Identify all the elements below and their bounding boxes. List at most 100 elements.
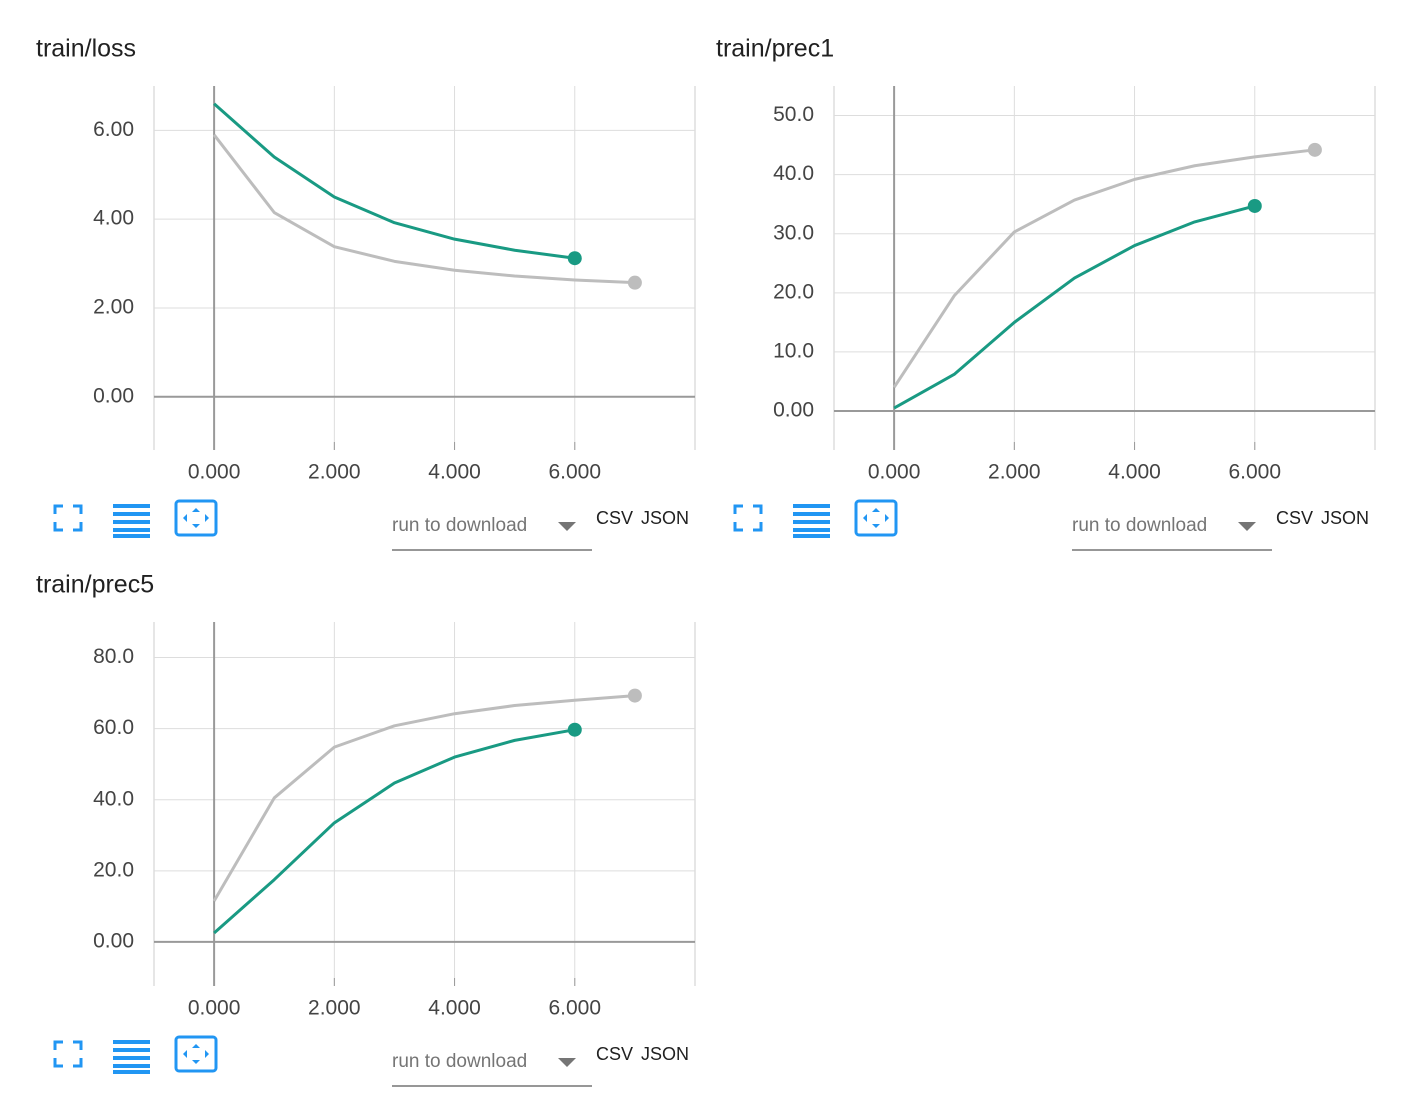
icon-part [73, 522, 83, 532]
series-line [892, 148, 1316, 389]
icon-part [793, 520, 830, 524]
icon-part [73, 1058, 83, 1068]
icon-part [863, 508, 889, 528]
series-line [893, 204, 1256, 410]
y-tick-label: 20.0 [93, 858, 134, 881]
end-point [567, 251, 582, 266]
json-link[interactable]: JSON [1321, 508, 1369, 528]
icon-part [73, 1040, 83, 1050]
end-point [1307, 142, 1322, 157]
icon-part [174, 1035, 218, 1073]
icon-part [183, 1044, 209, 1064]
icon-part [53, 504, 63, 514]
icon-part [854, 499, 898, 537]
y-tick-label: 4.00 [93, 207, 134, 230]
dropdown-arrow [1238, 522, 1256, 531]
icon-part [113, 528, 150, 532]
fullscreen-button[interactable] [733, 504, 763, 532]
y-tick-label: 60.0 [93, 716, 134, 739]
x-tick-label: 6.000 [548, 461, 601, 484]
dropdown-arrow [558, 1058, 576, 1067]
dropdown-placeholder: run to download [1072, 515, 1207, 536]
end-point [567, 722, 582, 737]
icon-part [53, 522, 63, 532]
icon-part [733, 504, 743, 514]
end-point [627, 275, 642, 290]
csv-link[interactable]: CSV [596, 1044, 633, 1064]
icon-part [793, 504, 830, 508]
end-point [627, 688, 642, 703]
log-scale-button[interactable] [113, 504, 150, 538]
y-tick-label: 50.0 [773, 103, 814, 126]
chart-panel: train/loss 0.00 2.00 4.00 6.00 0.000 2.000 4.00… [36, 35, 696, 551]
x-tick-label: 4.000 [1108, 461, 1161, 484]
y-tick-label: 20.0 [773, 280, 814, 303]
json-link[interactable]: JSON [641, 508, 689, 528]
chart-title: train/loss [36, 35, 136, 63]
x-tick-label: 2.000 [308, 461, 361, 484]
y-tick-label: 0.00 [93, 384, 134, 407]
y-tick-label: 0.00 [93, 929, 134, 952]
chart-title: train/prec1 [716, 35, 834, 63]
x-tick-label: 0.000 [188, 461, 241, 484]
y-tick-label: 10.0 [773, 339, 814, 362]
dropdown-placeholder: run to download [392, 1051, 527, 1072]
icon-part [113, 1056, 150, 1060]
run-dropdown[interactable]: run to download [392, 515, 592, 551]
y-tick-label: 40.0 [773, 162, 814, 185]
end-point [1247, 198, 1262, 213]
icon-part [113, 1048, 150, 1052]
y-tick-label: 40.0 [93, 787, 134, 810]
fit-domain-button[interactable] [854, 499, 898, 537]
x-tick-label: 4.000 [428, 997, 481, 1020]
x-tick-label: 6.000 [1228, 461, 1281, 484]
x-tick-label: 2.000 [988, 461, 1041, 484]
x-tick-label: 2.000 [308, 997, 361, 1020]
series-line [213, 102, 575, 260]
y-tick-label: 80.0 [93, 645, 134, 668]
x-tick-label: 0.000 [868, 461, 921, 484]
run-dropdown[interactable]: run to download [392, 1051, 592, 1087]
icon-part [113, 1064, 150, 1068]
icon-part [113, 534, 150, 538]
icon-part [174, 499, 218, 537]
icon-part [113, 504, 150, 508]
y-tick-label: 2.00 [93, 295, 134, 318]
fit-domain-button[interactable] [174, 1035, 218, 1073]
icon-part [113, 520, 150, 524]
icon-part [53, 1040, 63, 1050]
fullscreen-button[interactable] [53, 504, 83, 532]
chart-panel: train/prec1 0.00 10.0 20.0 30.0 40.0 50.0 0.000… [716, 35, 1376, 551]
y-tick-label: 30.0 [773, 221, 814, 244]
csv-link[interactable]: CSV [596, 508, 633, 528]
series-line [213, 728, 576, 935]
log-scale-button[interactable] [113, 1040, 150, 1074]
x-tick-label: 4.000 [428, 461, 481, 484]
icon-part [753, 504, 763, 514]
fullscreen-button[interactable] [53, 1040, 83, 1068]
csv-link[interactable]: CSV [1276, 508, 1313, 528]
icon-part [793, 512, 830, 516]
icon-part [733, 522, 743, 532]
series-line [212, 694, 636, 902]
icon-part [113, 1070, 150, 1074]
json-link[interactable]: JSON [641, 1044, 689, 1064]
chart-title: train/prec5 [36, 571, 154, 599]
icon-part [183, 508, 209, 528]
icon-part [793, 528, 830, 532]
icon-part [53, 1058, 63, 1068]
y-tick-label: 0.00 [773, 399, 814, 422]
log-scale-button[interactable] [793, 504, 830, 538]
icon-part [793, 534, 830, 538]
icon-part [753, 522, 763, 532]
dropdown-placeholder: run to download [392, 515, 527, 536]
y-tick-label: 6.00 [93, 118, 134, 141]
icon-part [113, 1040, 150, 1044]
x-tick-label: 0.000 [188, 997, 241, 1020]
series-line [212, 133, 635, 285]
chart-panel: train/prec5 0.00 20.0 40.0 60.0 80.0 0.000 2.00… [36, 571, 696, 1087]
fit-domain-button[interactable] [174, 499, 218, 537]
run-dropdown[interactable]: run to download [1072, 515, 1272, 551]
x-tick-label: 6.000 [548, 997, 601, 1020]
